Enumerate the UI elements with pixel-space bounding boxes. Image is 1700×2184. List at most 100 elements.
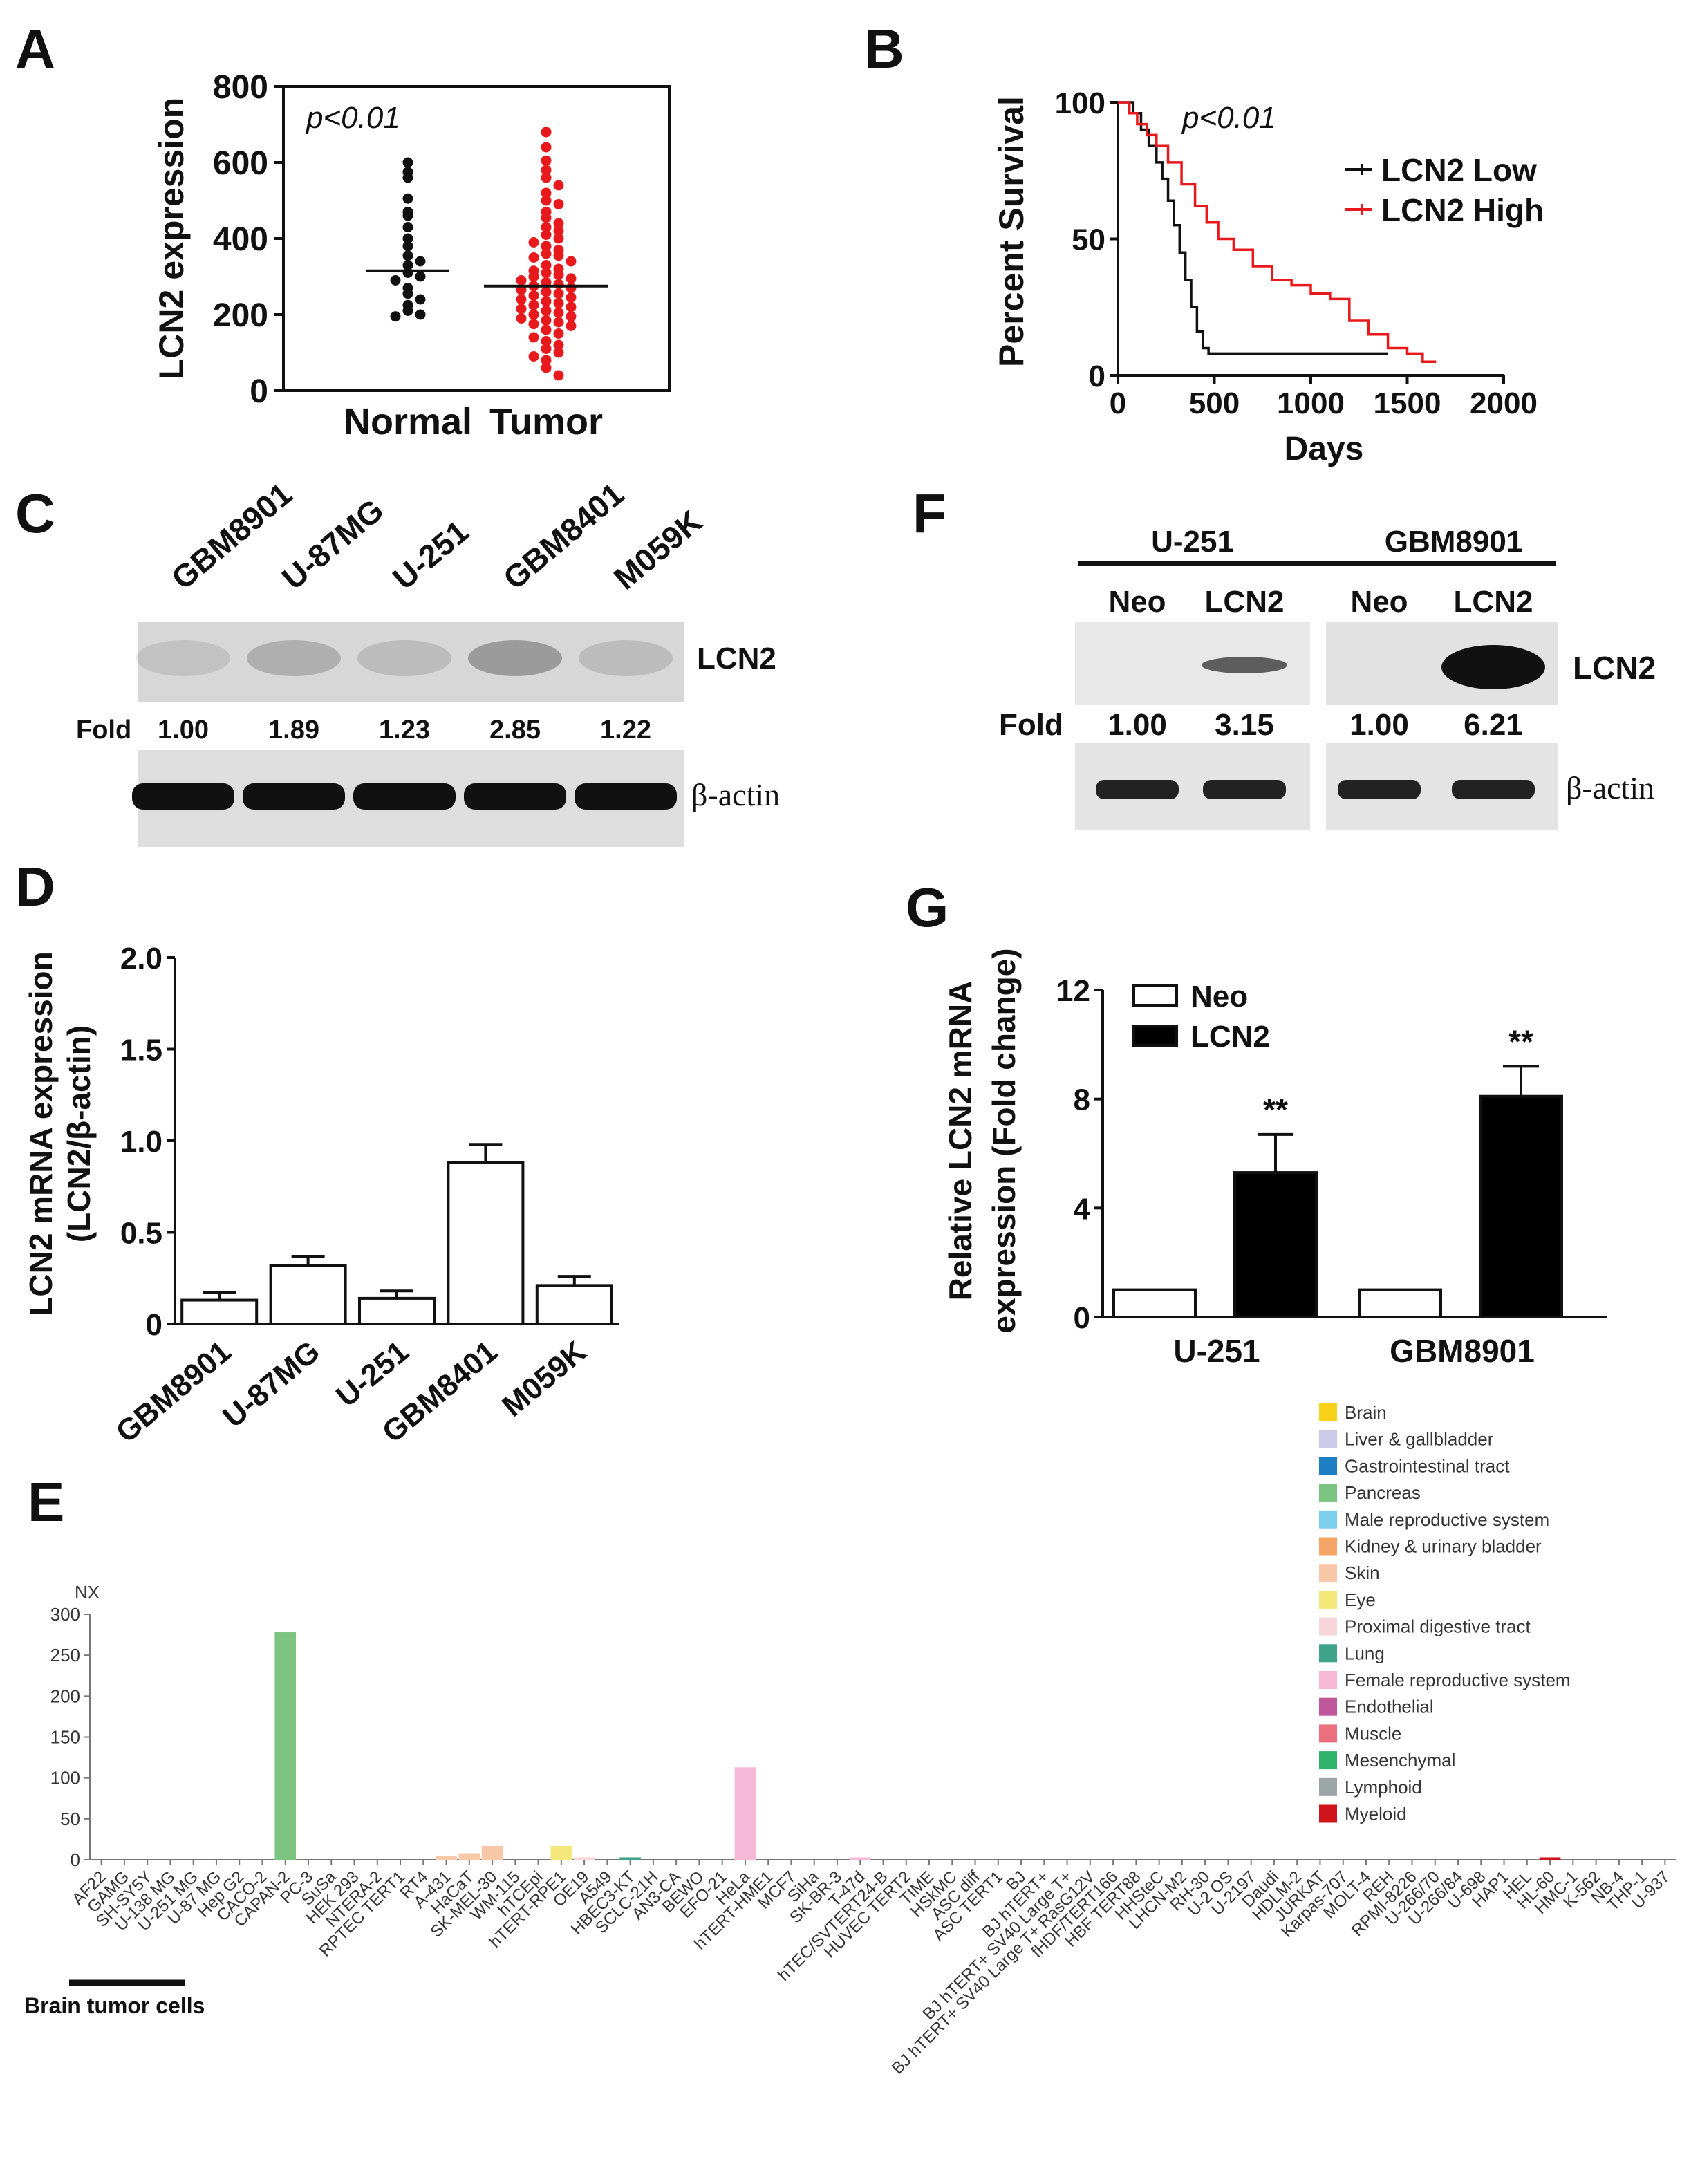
data-point (553, 180, 564, 191)
legend-swatch (1319, 1510, 1337, 1529)
data-point (553, 347, 564, 358)
y-tick-label: 1.5 (120, 1034, 162, 1067)
blot-band-actin (575, 783, 677, 810)
y-tick-label: 600 (213, 145, 268, 182)
legend-label: Eye (1345, 1589, 1376, 1610)
data-point (553, 233, 564, 244)
y-tick-label: 300 (50, 1604, 80, 1625)
data-point (528, 319, 539, 330)
data-point (415, 309, 426, 320)
bar-lcn2 (1479, 1094, 1563, 1318)
fold-value: 1.23 (379, 716, 430, 745)
lane-label: GBM8401 (496, 476, 631, 597)
data-point (541, 241, 552, 252)
legend-label: Proximal digestive tract (1345, 1616, 1531, 1637)
panel-g-bar-chart: 0 4 8 12 Relative LCN2 mRNA expression (Fold … (942, 948, 1607, 1369)
fold-label: Fold (999, 708, 1063, 742)
data-point (553, 279, 564, 290)
data-point (390, 311, 401, 322)
legend-swatch (1319, 1537, 1337, 1556)
legend-label: LCN2 (1190, 1020, 1270, 1054)
y-tick-label: 100 (50, 1768, 80, 1789)
data-point (541, 172, 552, 183)
fold-value: 2.85 (489, 716, 541, 745)
data-point (541, 296, 552, 307)
lane-label: LCN2 (1454, 585, 1533, 619)
blot-band-lcn2 (579, 640, 673, 676)
cell-line-bar (274, 1632, 297, 1860)
fold-label: Fold (76, 716, 131, 745)
legend-swatch (1319, 1590, 1337, 1609)
y-axis-label-2: (LCN2/β-actin) (61, 1025, 97, 1242)
legend-label: Lung (1345, 1643, 1385, 1663)
bar (358, 1296, 436, 1326)
y-tick-label: 8 (1074, 1083, 1090, 1117)
panel-d-bar-chart: 0 0.5 1.0 1.5 2.0 LCN2 mRNA expression (LCN2/β… (23, 942, 619, 1450)
legend-swatch (1319, 1564, 1337, 1583)
blot-row-label: β-actin (691, 777, 780, 812)
blot-band-lcn2 (468, 640, 562, 676)
data-point (528, 252, 539, 263)
legend-label: Muscle (1345, 1723, 1401, 1744)
x-tick-label: 0 (1110, 386, 1126, 420)
cell-line-bar (573, 1857, 595, 1860)
data-point (553, 199, 564, 209)
data-point (528, 237, 539, 248)
lane-label: Neo (1350, 585, 1408, 619)
data-point (402, 157, 413, 168)
panel-label-e: E (28, 1471, 64, 1533)
data-point (541, 355, 552, 366)
panel-label-g: G (906, 877, 949, 938)
y-tick-label: 150 (50, 1727, 80, 1748)
data-point (402, 250, 413, 261)
fold-value: 1.89 (268, 716, 319, 745)
legend-label: Pancreas (1345, 1482, 1421, 1503)
y-tick-label: 250 (50, 1645, 80, 1665)
data-point (553, 370, 564, 381)
group-label: U-251 (1151, 525, 1234, 559)
data-point (541, 195, 552, 206)
legend-label: Kidney & urinary bladder (1345, 1536, 1542, 1557)
data-point (516, 313, 527, 324)
panel-e-bar-chart: NX050100150200250300AF22GAMGSH-SY5YU-138… (24, 1402, 1676, 2078)
x-category-label: Normal (344, 401, 472, 442)
blot-band-actin (1203, 780, 1286, 799)
y-axis-label-2: expression (Fold change) (986, 948, 1022, 1333)
data-point (566, 321, 577, 331)
blot-lcn2-background (138, 622, 684, 702)
data-point (541, 306, 552, 316)
significance-mark: ** (1508, 1023, 1533, 1059)
data-point (541, 324, 552, 335)
legend-swatch (1319, 1484, 1337, 1502)
legend-swatch (1319, 1777, 1337, 1796)
lane-label: LCN2 (1205, 585, 1285, 619)
x-category-label: Tumor (489, 401, 603, 442)
x-category-label: U-87MG (216, 1334, 326, 1434)
y-tick-label: 4 (1074, 1192, 1091, 1226)
legend-label: Brain (1345, 1402, 1387, 1423)
data-point (566, 311, 577, 322)
group-label: GBM8901 (1385, 525, 1524, 559)
p-value: p<0.01 (1181, 101, 1276, 135)
blot-band-lcn2 (1441, 645, 1545, 689)
data-point (541, 142, 552, 153)
data-point (553, 250, 564, 261)
y-tick-label: 200 (50, 1686, 80, 1706)
y-tick-label: 0 (250, 373, 268, 410)
legend-label: Skin (1345, 1562, 1380, 1583)
blot-band-actin (1096, 780, 1179, 799)
data-point (541, 268, 552, 278)
panel-a-scatter: 0 200 400 600 800 LCN2 expression p<0.01 Normal… (152, 69, 671, 442)
blot-row-label: LCN2 (697, 642, 776, 675)
data-point (553, 317, 564, 328)
panel-label-d: D (15, 856, 55, 917)
data-point (402, 222, 413, 232)
panel-label-c: C (15, 483, 55, 544)
lane-label: Neo (1108, 585, 1166, 619)
data-point (402, 241, 413, 252)
data-point (415, 294, 426, 305)
panel-c-western-blot: GBM89011.00U-87MG1.89U-2511.23GBM84012.8… (76, 476, 780, 847)
data-point (541, 362, 552, 373)
y-axis-label: NX (75, 1582, 100, 1603)
blot-band-actin (132, 783, 234, 810)
